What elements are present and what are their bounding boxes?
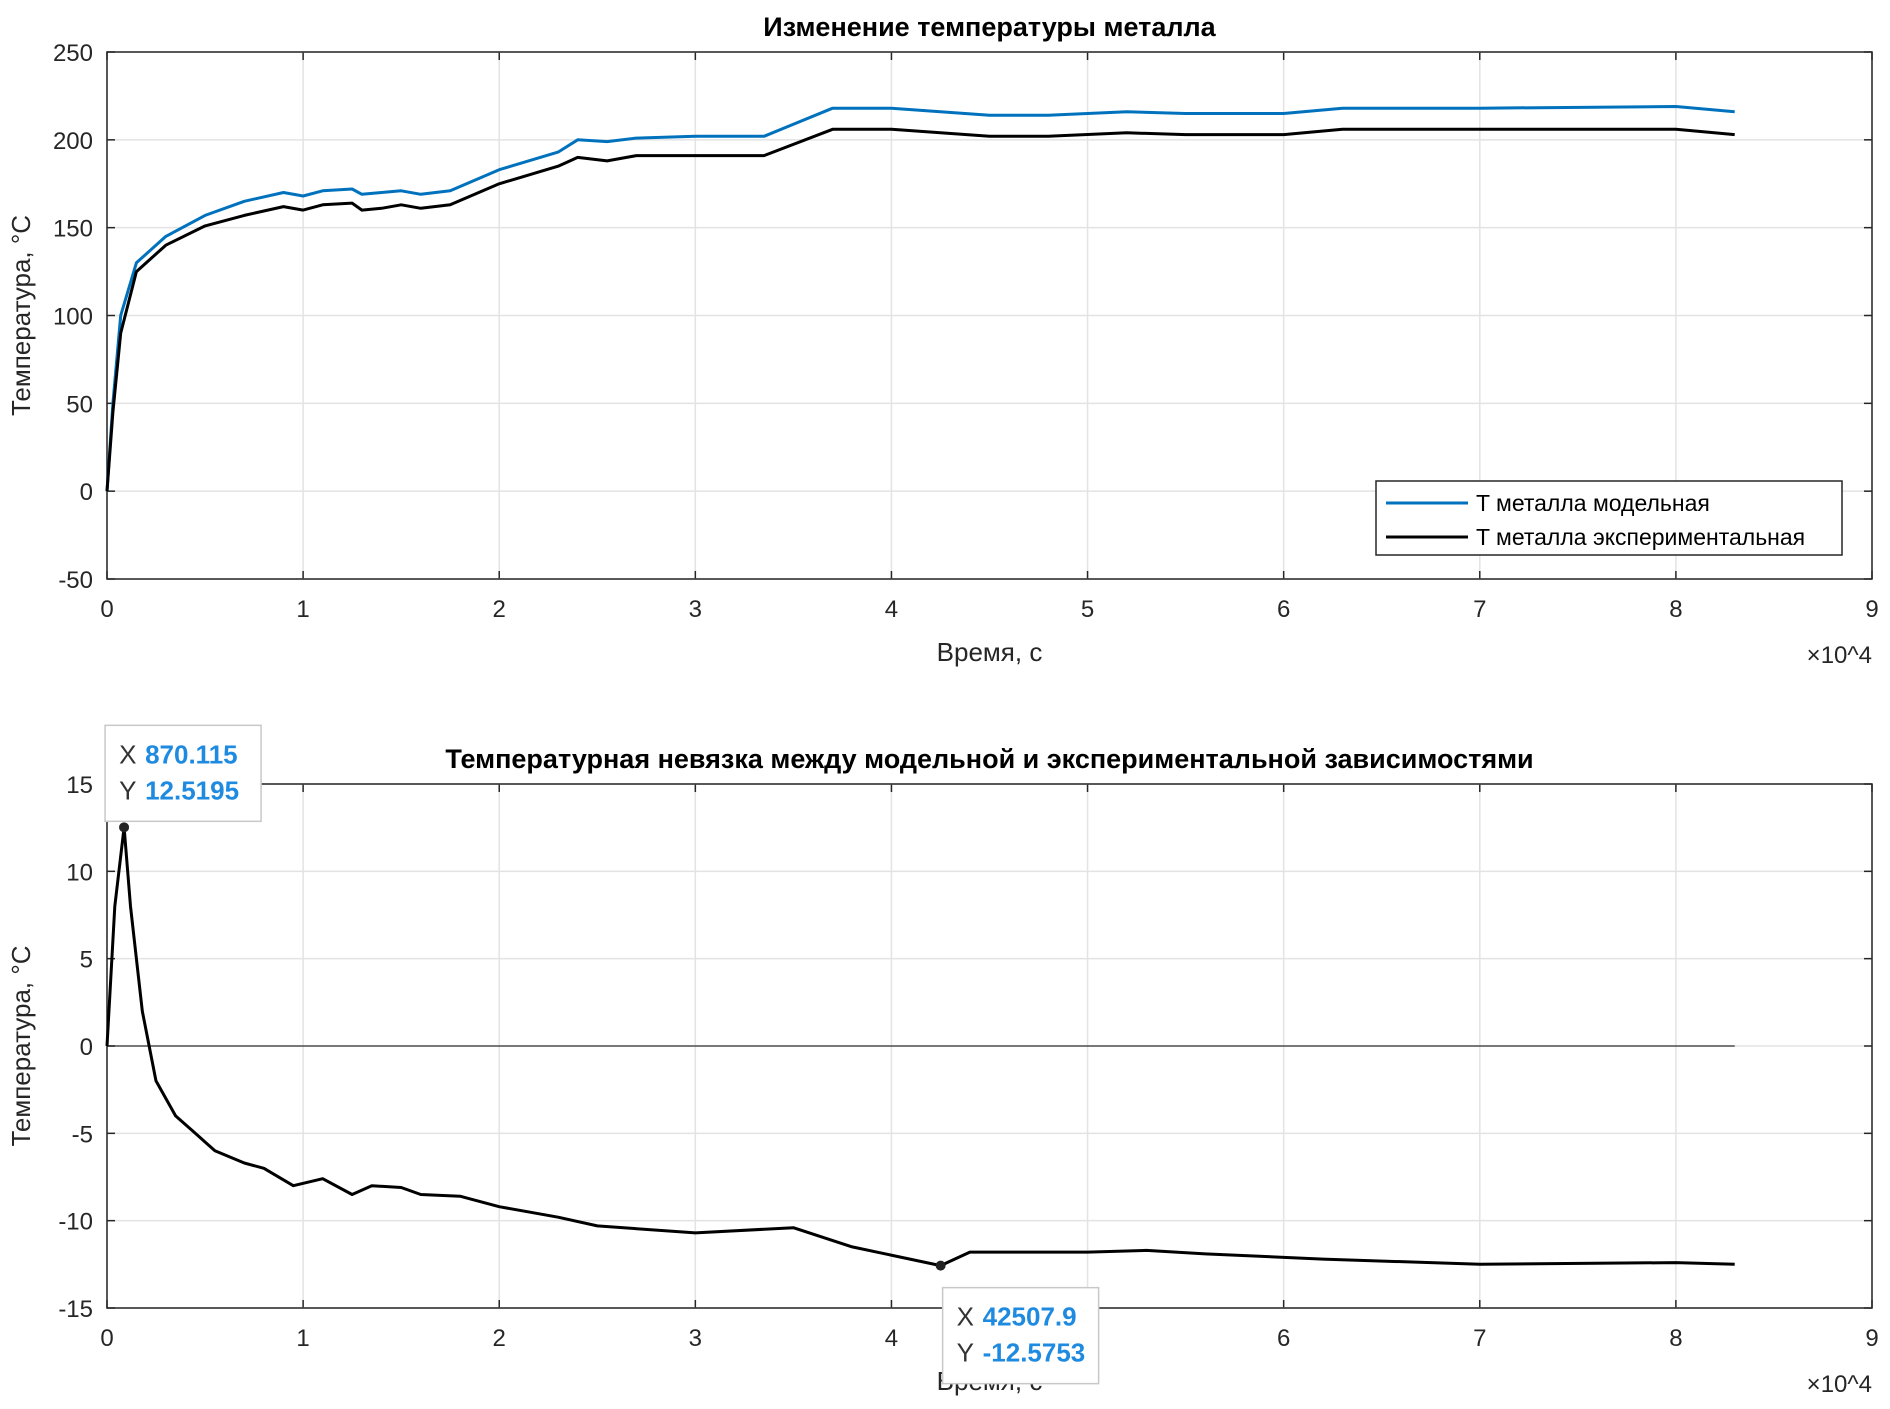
x-tick-label: 1 <box>296 596 309 623</box>
datatip-y-label: Y <box>119 775 136 805</box>
axes-1: 0 1 2 3 4 5 6 7 8 9 -50 0 50 100 150 200 250 Изменение те… <box>6 12 1879 669</box>
y-tick-label: -5 <box>72 1121 93 1148</box>
datatip-x-label: X <box>957 1302 974 1332</box>
datatip-y-value: -12.5753 <box>983 1338 1086 1368</box>
x-tick-label: 5 <box>1081 596 1094 623</box>
datatip-x-label: X <box>119 739 136 769</box>
y-axis-label: Температура, °C <box>6 945 36 1146</box>
legend-box <box>1375 480 1843 556</box>
datatip-marker <box>119 822 130 833</box>
x-tick-label: 6 <box>1277 596 1290 623</box>
x-tick-label: 9 <box>1865 596 1878 623</box>
x-tick-label: 0 <box>100 596 113 623</box>
x-tick-label: 9 <box>1865 1325 1878 1352</box>
datatip-x-value: 42507.9 <box>983 1302 1077 1332</box>
x-tick-label: 4 <box>885 1325 898 1352</box>
axes-box <box>106 51 1873 580</box>
y-tick-label: 5 <box>80 947 93 974</box>
y-tick-label: 50 <box>66 391 93 418</box>
x-tick-label: 8 <box>1669 596 1682 623</box>
legend: T металла модельная T металла эксперимент… <box>1375 480 1843 556</box>
y-tick-label: 150 <box>53 216 93 243</box>
series-line-1 <box>105 825 1735 1268</box>
x-tick-label: 7 <box>1473 1325 1486 1352</box>
series-line-2 <box>105 127 1735 492</box>
x-tick-label: 3 <box>689 596 702 623</box>
y-tick-label: -50 <box>58 567 93 594</box>
y-tick-label: 250 <box>53 40 93 67</box>
x-tick-label: 3 <box>689 1325 702 1352</box>
x-tick-label: 6 <box>1277 1325 1290 1352</box>
datatip-box <box>104 724 262 823</box>
x-tick-label: 0 <box>100 1325 113 1352</box>
x-exponent-label: ×10^4 <box>1807 642 1872 669</box>
datatip-y-value: 12.5195 <box>145 775 239 805</box>
legend-entry: T металла модельная <box>1476 490 1710 516</box>
datatip: X 870.115 Y 12.5195 <box>104 724 262 833</box>
y-tick-label: 200 <box>53 128 93 155</box>
x-axis-label: Время, с <box>937 637 1043 667</box>
x-tick-label: 4 <box>885 596 898 623</box>
chart-title: Температурная невязка между модельной и … <box>445 744 1533 774</box>
datatip-marker <box>935 1260 946 1271</box>
datatip-box <box>941 1286 1100 1385</box>
x-tick-label: 1 <box>296 1325 309 1352</box>
x-tick-label: 7 <box>1473 596 1486 623</box>
y-tick-label: -15 <box>58 1296 93 1323</box>
y-tick-label: 0 <box>80 479 93 506</box>
y-tick-label: -10 <box>58 1209 93 1236</box>
legend-entry: T металла экспериментальная <box>1476 524 1805 550</box>
y-tick-label: 100 <box>53 304 93 331</box>
y-tick-label: 0 <box>80 1034 93 1061</box>
x-tick-label: 2 <box>493 596 506 623</box>
datatip: X 42507.9 Y -12.5753 <box>935 1260 1100 1385</box>
chart-title: Изменение температуры металла <box>763 12 1216 42</box>
x-exponent-label: ×10^4 <box>1807 1371 1872 1398</box>
y-tick-label: 15 <box>66 772 93 799</box>
x-tick-label: 8 <box>1669 1325 1682 1352</box>
datatip-y-label: Y <box>957 1338 974 1368</box>
datatip-x-value: 870.115 <box>145 739 238 769</box>
series-line-1 <box>105 105 1735 492</box>
x-tick-label: 2 <box>493 1325 506 1352</box>
y-tick-label: 10 <box>66 859 93 886</box>
y-axis-label: Температура, °C <box>6 215 36 416</box>
